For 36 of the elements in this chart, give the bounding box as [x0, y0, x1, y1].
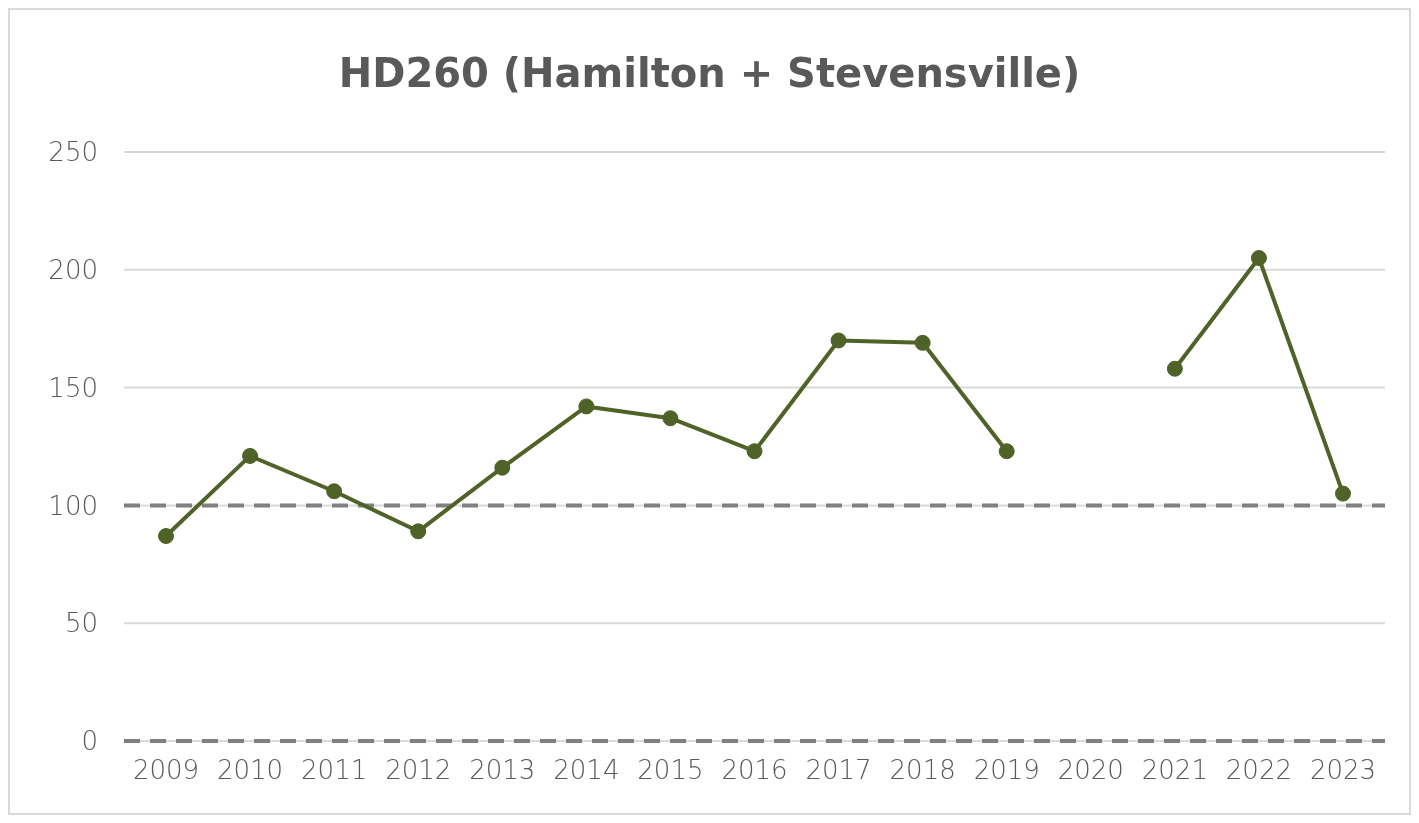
point [1166, 360, 1183, 377]
x-tick-label: 2020 [1057, 755, 1124, 786]
point [746, 443, 763, 460]
x-tick-label: 2010 [216, 755, 284, 786]
x-tick-label: 2023 [1309, 755, 1377, 786]
x-tick-label: 2011 [301, 755, 368, 786]
point [662, 410, 679, 427]
point [998, 443, 1015, 460]
x-tick-label: 2009 [132, 755, 200, 786]
x-tick-label: 2016 [721, 755, 788, 786]
point [242, 447, 259, 464]
point [494, 459, 511, 476]
y-tick-label: 200 [48, 255, 98, 286]
x-tick-label: 2014 [553, 755, 620, 786]
x-tick-label: 2015 [637, 755, 704, 786]
y-tick-label: 100 [48, 490, 98, 521]
chart-title: HD260 (Hamilton + Stevensville) [337, 50, 1082, 96]
point [830, 332, 847, 349]
point [158, 528, 174, 545]
x-tick-label: 2022 [1225, 755, 1293, 786]
x-tick-label: 2013 [469, 755, 536, 786]
x-tick-label: 2021 [1141, 755, 1208, 786]
y-tick-label: 150 [48, 372, 98, 403]
y-tick-label: 250 [48, 137, 98, 168]
y-tick-label: 0 [81, 726, 98, 757]
point [578, 398, 595, 415]
point [1335, 485, 1351, 502]
y-tick-label: 50 [64, 608, 98, 639]
x-tick-label: 2019 [973, 755, 1040, 786]
x-tick-label: 2012 [385, 755, 452, 786]
x-tick-label: 2017 [805, 755, 872, 786]
point [914, 334, 931, 351]
point [326, 483, 343, 500]
x-tick-label: 2018 [889, 755, 956, 786]
point [410, 523, 427, 540]
point [1250, 250, 1267, 267]
